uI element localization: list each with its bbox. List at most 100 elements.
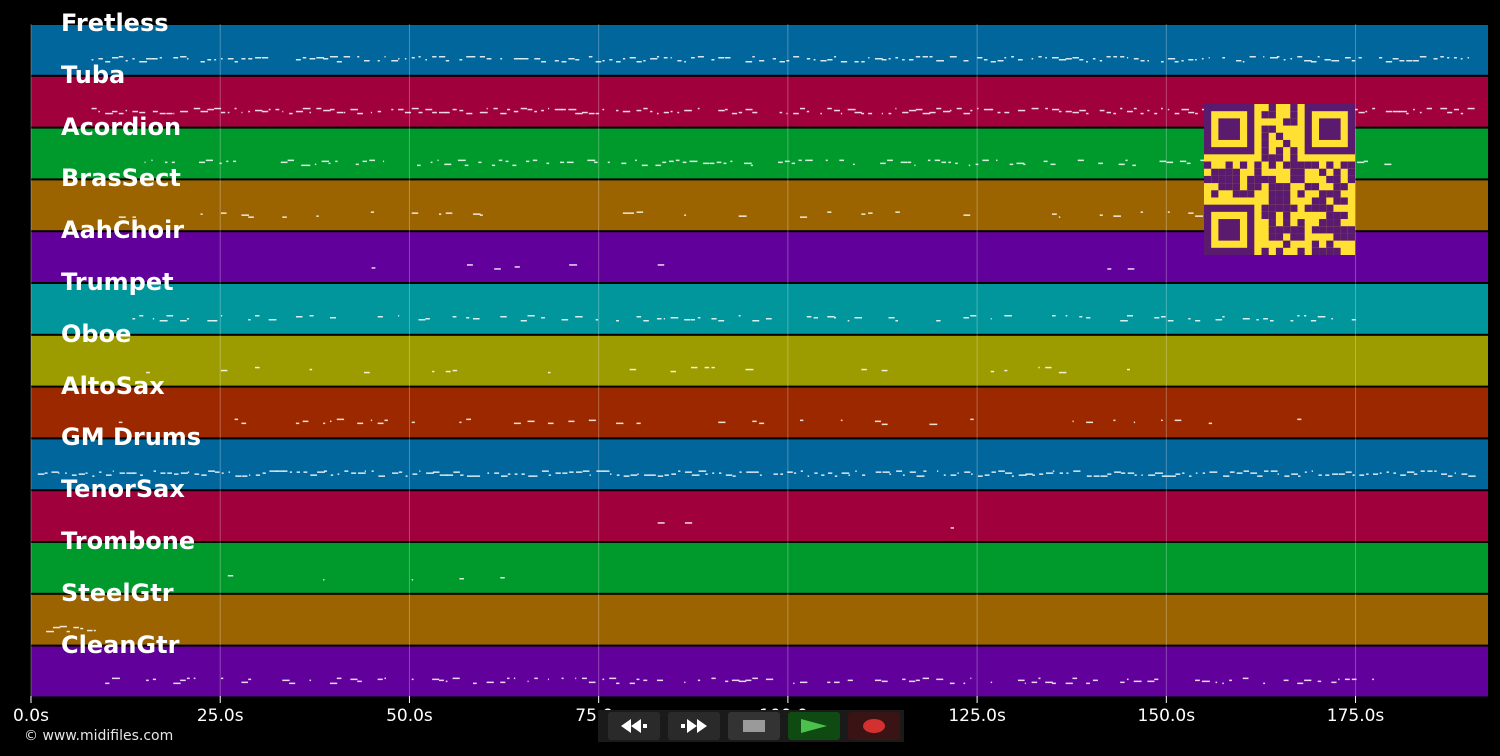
note-mark bbox=[922, 56, 928, 58]
track-lane-gm-drums[interactable] bbox=[31, 439, 1488, 490]
note-mark bbox=[975, 163, 979, 166]
track-lane-oboe[interactable] bbox=[31, 335, 1488, 386]
note-mark bbox=[970, 418, 974, 421]
note-mark bbox=[87, 629, 93, 632]
note-mark bbox=[738, 680, 747, 683]
note-mark bbox=[1058, 371, 1067, 374]
note-mark bbox=[990, 108, 994, 111]
note-mark bbox=[566, 161, 574, 164]
track-lane-altosax[interactable] bbox=[31, 387, 1488, 438]
note-mark bbox=[561, 319, 569, 321]
note-mark bbox=[146, 58, 154, 60]
note-mark bbox=[950, 527, 954, 529]
note-mark bbox=[226, 160, 229, 163]
note-mark bbox=[1413, 108, 1415, 111]
track-lane-steelgtr[interactable] bbox=[31, 594, 1488, 645]
note-mark bbox=[527, 420, 535, 423]
note-mark bbox=[335, 160, 338, 163]
track-lane-trombone[interactable] bbox=[31, 543, 1488, 593]
note-mark bbox=[364, 60, 370, 62]
note-mark bbox=[51, 471, 59, 473]
note-mark bbox=[1277, 473, 1279, 475]
note-mark bbox=[854, 111, 862, 114]
note-mark bbox=[1004, 315, 1012, 317]
note-mark bbox=[582, 677, 587, 680]
note-mark bbox=[616, 109, 619, 112]
play-button[interactable] bbox=[788, 712, 840, 740]
note-mark bbox=[459, 421, 462, 424]
note-mark bbox=[398, 58, 400, 60]
note-mark bbox=[1427, 470, 1433, 472]
track-lane-tenorsax[interactable] bbox=[31, 491, 1488, 541]
note-mark bbox=[1297, 315, 1300, 317]
note-mark bbox=[1393, 472, 1397, 474]
fast-forward-button[interactable] bbox=[668, 712, 720, 740]
note-mark bbox=[534, 58, 541, 60]
note-mark bbox=[377, 110, 382, 113]
track-lane-cleangtr[interactable] bbox=[31, 646, 1488, 697]
note-mark bbox=[112, 470, 114, 472]
note-mark bbox=[1304, 315, 1307, 317]
note-mark bbox=[139, 474, 143, 476]
note-mark bbox=[555, 472, 561, 474]
note-mark bbox=[391, 60, 399, 62]
note-mark bbox=[1147, 680, 1155, 683]
note-mark bbox=[1107, 268, 1112, 270]
rewind-button[interactable] bbox=[608, 712, 660, 740]
record-button[interactable] bbox=[848, 712, 900, 740]
note-mark bbox=[1201, 58, 1204, 60]
note-mark bbox=[915, 56, 921, 58]
track-label: BrasSect bbox=[61, 164, 181, 193]
note-mark bbox=[929, 423, 938, 426]
note-mark bbox=[805, 159, 813, 162]
note-mark bbox=[1106, 111, 1112, 114]
note-mark bbox=[316, 215, 319, 217]
note-mark bbox=[153, 470, 157, 472]
note-mark bbox=[575, 316, 583, 318]
note-mark bbox=[227, 575, 234, 577]
note-mark bbox=[432, 56, 437, 58]
note-mark bbox=[1017, 679, 1025, 682]
note-mark bbox=[874, 58, 883, 60]
note-mark bbox=[949, 682, 955, 685]
note-mark bbox=[609, 677, 617, 680]
note-mark bbox=[214, 471, 220, 473]
note-mark bbox=[520, 320, 527, 322]
note-mark bbox=[91, 59, 94, 61]
note-mark bbox=[1168, 475, 1177, 477]
note-mark bbox=[323, 422, 326, 425]
note-mark bbox=[949, 109, 952, 112]
note-mark bbox=[1050, 163, 1056, 166]
note-mark bbox=[1298, 475, 1301, 477]
note-mark bbox=[929, 111, 936, 114]
note-mark bbox=[527, 680, 529, 683]
note-mark bbox=[622, 110, 631, 113]
note-mark bbox=[241, 681, 249, 684]
note-mark bbox=[1179, 160, 1187, 163]
note-mark bbox=[371, 470, 374, 472]
note-mark bbox=[697, 679, 701, 682]
note-mark bbox=[902, 474, 905, 476]
stop-button[interactable] bbox=[728, 712, 780, 740]
note-mark bbox=[1133, 107, 1137, 110]
note-mark bbox=[439, 474, 448, 476]
note-mark bbox=[173, 682, 181, 685]
note-mark bbox=[834, 475, 838, 477]
note-mark bbox=[241, 214, 249, 216]
note-mark bbox=[752, 56, 755, 58]
note-mark bbox=[990, 318, 992, 320]
note-mark bbox=[827, 59, 833, 61]
note-mark bbox=[139, 61, 148, 63]
note-mark bbox=[922, 677, 930, 680]
note-mark bbox=[1099, 214, 1103, 216]
note-mark bbox=[500, 577, 505, 579]
note-mark bbox=[691, 366, 698, 369]
note-mark bbox=[1126, 110, 1133, 113]
note-mark bbox=[636, 211, 644, 213]
note-mark bbox=[1106, 56, 1111, 58]
note-mark bbox=[547, 422, 554, 425]
note-mark bbox=[773, 473, 778, 475]
track-lane-fretless[interactable] bbox=[31, 25, 1488, 75]
track-label: TenorSax bbox=[61, 475, 185, 504]
track-lane-trumpet[interactable] bbox=[31, 284, 1488, 334]
